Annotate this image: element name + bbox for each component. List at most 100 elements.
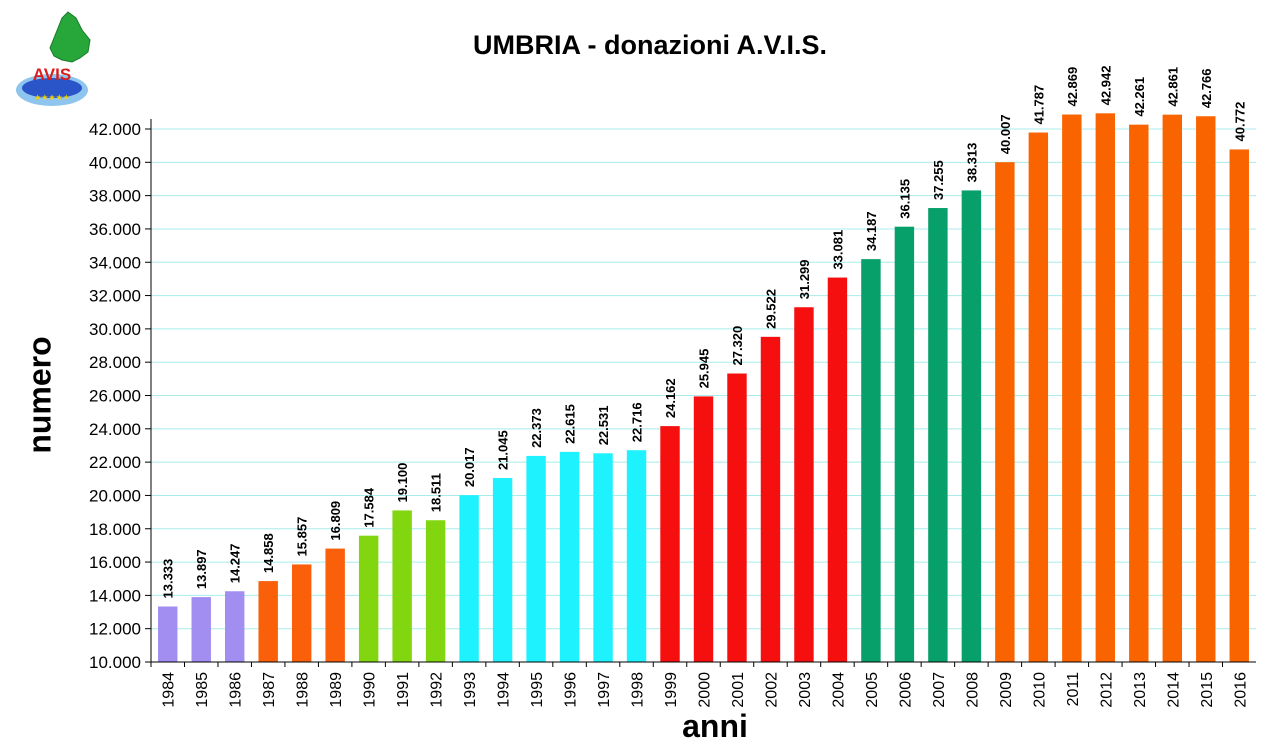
x-axis-label: anni (682, 708, 748, 744)
logo-stars: ★★★★★ (34, 93, 70, 102)
data-label: 27.320 (730, 326, 745, 366)
logo-brand-text: AVIS (33, 65, 71, 84)
x-tick-label: 2008 (964, 672, 981, 708)
bar (928, 208, 948, 662)
y-tick-label: 12.000 (89, 620, 141, 639)
x-tick-label: 2006 (897, 672, 914, 708)
bar (425, 520, 446, 662)
bar (626, 450, 647, 662)
y-tick-label: 26.000 (89, 387, 141, 406)
x-tick-label: 1992 (429, 672, 446, 708)
x-tick-label: 1987 (261, 672, 278, 708)
data-label: 22.716 (630, 402, 645, 442)
bar (727, 373, 747, 662)
x-tick-label: 1997 (596, 672, 613, 708)
bar (961, 190, 982, 662)
x-tick-label: 2014 (1165, 672, 1182, 708)
data-label: 20.017 (462, 447, 477, 487)
bar (492, 478, 513, 662)
bar (526, 455, 546, 662)
bar (760, 336, 781, 662)
x-tick-label: 2013 (1132, 672, 1149, 708)
data-label: 22.531 (596, 406, 611, 446)
x-tick-label: 1990 (362, 672, 379, 708)
y-tick-label: 18.000 (89, 520, 141, 539)
x-tick-label: 1999 (663, 672, 680, 708)
bar (693, 396, 714, 662)
x-tick-label: 2003 (797, 672, 814, 708)
data-label: 41.787 (1031, 85, 1046, 125)
y-tick-label: 24.000 (89, 420, 141, 439)
y-tick-label: 36.000 (89, 220, 141, 239)
bar (861, 259, 881, 662)
bar (1129, 124, 1149, 663)
x-tick-label: 1984 (161, 672, 178, 708)
x-tick-label: 1998 (630, 672, 647, 708)
bar (1196, 116, 1216, 662)
data-label: 14.858 (261, 533, 276, 573)
data-label: 38.313 (964, 143, 979, 183)
x-tick-label: 2010 (1031, 672, 1048, 708)
data-label: 22.615 (563, 404, 578, 444)
data-label: 42.942 (1098, 66, 1113, 106)
x-tick-label: 2009 (998, 672, 1015, 708)
chart-title: UMBRIA - donazioni A.V.I.S. (472, 30, 827, 60)
y-tick-label: 22.000 (89, 453, 141, 472)
data-label: 25.945 (697, 349, 712, 389)
bar (291, 564, 312, 662)
y-tick-label: 14.000 (89, 586, 141, 605)
bar (158, 606, 178, 662)
x-tick-label: 2002 (763, 672, 780, 708)
data-label: 14.247 (228, 543, 243, 583)
x-tick-label: 2004 (830, 672, 847, 708)
data-label: 40.772 (1232, 102, 1247, 142)
y-tick-label: 38.000 (89, 187, 141, 206)
data-label: 42.766 (1199, 68, 1214, 108)
x-tick-label: 2005 (864, 672, 881, 708)
x-tick-label: 1986 (228, 672, 245, 708)
avis-logo: AVIS ★★★★★ (10, 8, 95, 113)
data-label: 42.861 (1165, 67, 1180, 107)
data-label: 15.857 (295, 517, 310, 557)
data-label: 13.897 (194, 549, 209, 589)
bar (358, 535, 379, 662)
x-tick-label: 2016 (1232, 672, 1249, 708)
bar (225, 591, 245, 662)
data-label: 29.522 (763, 289, 778, 329)
x-tick-label: 2000 (697, 672, 714, 708)
bar (258, 581, 278, 662)
data-label: 36.135 (897, 179, 912, 219)
bar (392, 510, 412, 662)
data-label: 16.809 (328, 501, 343, 541)
x-tick-label: 1985 (194, 672, 211, 708)
data-label: 31.299 (797, 259, 812, 299)
data-label: 40.007 (998, 114, 1013, 154)
y-tick-label: 30.000 (89, 320, 141, 339)
bar (1028, 132, 1049, 662)
y-tick-label: 10.000 (89, 653, 141, 672)
x-tick-label: 1994 (496, 672, 513, 708)
x-tick-label: 1995 (529, 672, 546, 708)
bar (794, 307, 814, 662)
data-label: 22.373 (529, 408, 544, 448)
x-tick-label: 2012 (1098, 672, 1115, 708)
y-tick-label: 42.000 (89, 120, 141, 139)
bar (1162, 114, 1182, 663)
data-label: 42.261 (1132, 77, 1147, 117)
bar (894, 226, 915, 662)
x-tick-label: 2015 (1199, 672, 1216, 708)
y-tick-label: 16.000 (89, 553, 141, 572)
x-tick-label: 1996 (563, 672, 580, 708)
data-label: 37.255 (931, 160, 946, 200)
bar (660, 426, 680, 662)
bar (1062, 114, 1082, 663)
data-label: 19.100 (395, 463, 410, 503)
bar (995, 162, 1015, 662)
x-tick-label: 1991 (395, 672, 412, 708)
data-label: 21.045 (496, 430, 511, 470)
bar (593, 453, 613, 662)
data-label: 33.081 (830, 230, 845, 270)
data-label: 34.187 (864, 211, 879, 251)
y-tick-label: 20.000 (89, 486, 141, 505)
